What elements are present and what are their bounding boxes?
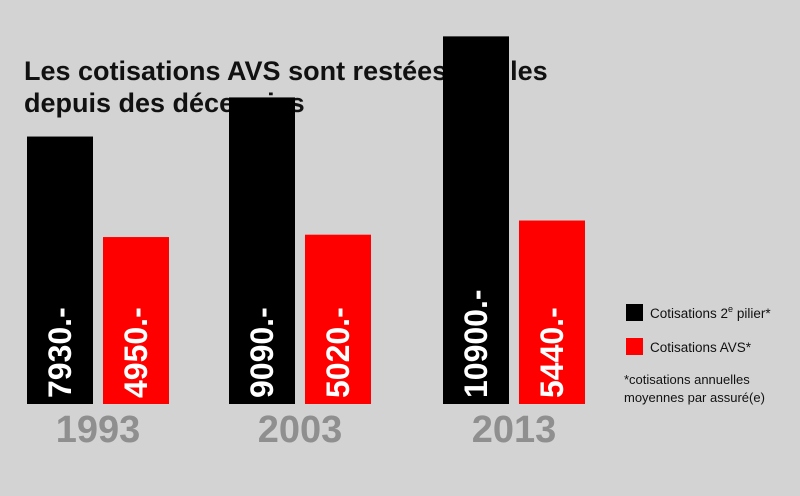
footnote-line-2: moyennes par assuré(e) [624, 390, 765, 405]
bar-value-label-avs-2013: 5440.- [534, 307, 570, 398]
legend-label-2e-pilier: Cotisations 2e pilier* [650, 304, 771, 321]
bar-value-label-2e-pilier-2013: 10900.- [458, 289, 494, 398]
category-label-1993: 1993 [56, 409, 141, 451]
bar-avs-1993 [103, 237, 169, 404]
bar-2e-pilier-2013 [443, 36, 509, 404]
bar-value-label-avs-1993: 4950.- [118, 307, 154, 398]
legend-label-avs: Cotisations AVS* [650, 340, 752, 355]
bar-value-label-2e-pilier-1993: 7930.- [42, 307, 78, 398]
bar-labels-layer: 7930.- 4950.- 9090.- 5020.- 10900.- 5440.- [42, 289, 570, 398]
bar-value-label-avs-2003: 5020.- [320, 307, 356, 398]
category-label-2013: 2013 [472, 409, 557, 451]
footnote-line-1: *cotisations annuelles [624, 372, 750, 387]
bars-layer [27, 36, 585, 404]
legend-swatch-avs [626, 338, 643, 355]
bar-value-label-2e-pilier-2003: 9090.- [244, 307, 280, 398]
bar-2e-pilier-2003 [229, 97, 295, 404]
bar-avs-2013 [519, 220, 585, 404]
category-labels-layer: 1993 2003 2013 [56, 409, 557, 451]
legend-swatch-2e-pilier [626, 304, 643, 321]
legend: Cotisations 2e pilier* Cotisations AVS* [626, 304, 771, 355]
footnote: *cotisations annuelles moyennes par assu… [624, 372, 765, 405]
category-label-2003: 2003 [258, 409, 343, 451]
bar-2e-pilier-1993 [27, 136, 93, 404]
bar-avs-2003 [305, 234, 371, 404]
